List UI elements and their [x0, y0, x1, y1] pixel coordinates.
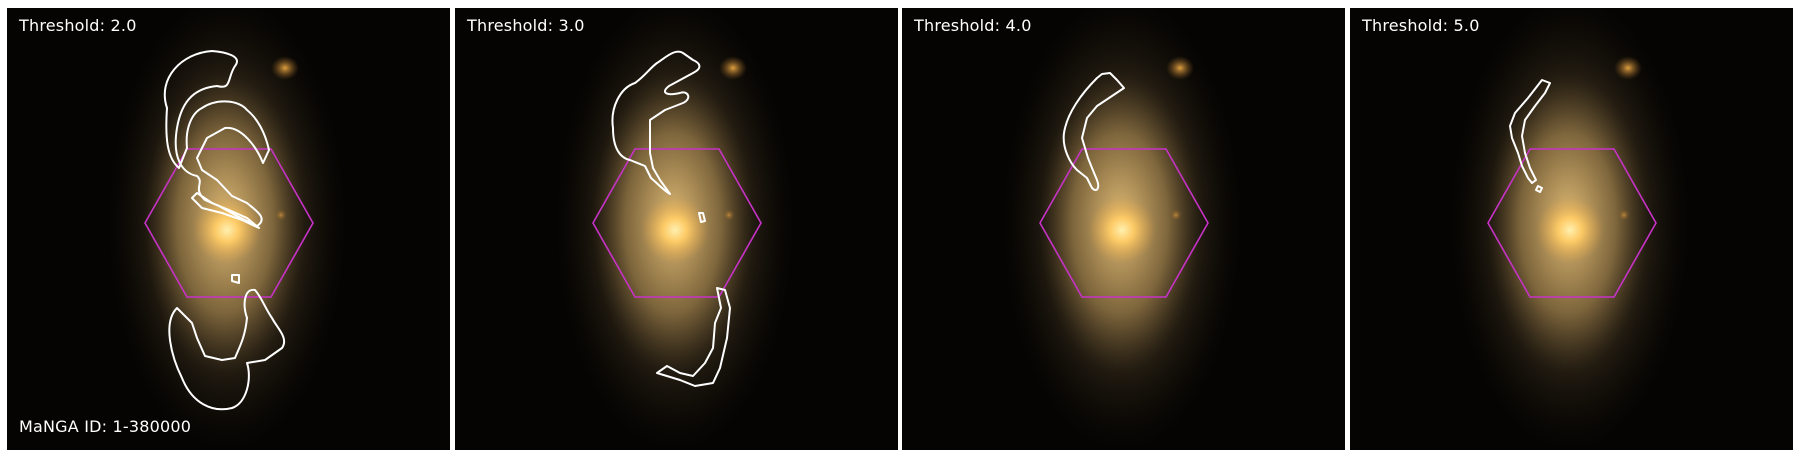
galaxy-image: [1350, 8, 1793, 450]
panel-threshold-2: Threshold: 2.0 MaNGA ID: 1-380000: [7, 8, 450, 450]
contour-lines: [611, 50, 731, 387]
threshold-label: Threshold: 5.0: [1362, 16, 1480, 35]
galaxy-image: [455, 8, 898, 450]
threshold-label: Threshold: 3.0: [467, 16, 585, 35]
contour-lines: [1509, 79, 1551, 193]
galaxy-image: [7, 8, 450, 450]
ifu-hexagon: [1487, 148, 1657, 298]
ifu-hexagon: [1039, 148, 1209, 298]
manga-id-label: MaNGA ID: 1-380000: [19, 417, 192, 436]
contour-lines: [163, 50, 286, 411]
threshold-label: Threshold: 2.0: [19, 16, 137, 35]
ifu-hexagon: [592, 148, 762, 298]
contour-lines: [1062, 72, 1125, 191]
threshold-label: Threshold: 4.0: [914, 16, 1032, 35]
panel-threshold-5: Threshold: 5.0: [1350, 8, 1793, 450]
galaxy-image: [902, 8, 1345, 450]
panel-threshold-4: Threshold: 4.0: [902, 8, 1345, 450]
panel-threshold-3: Threshold: 3.0: [455, 8, 898, 450]
